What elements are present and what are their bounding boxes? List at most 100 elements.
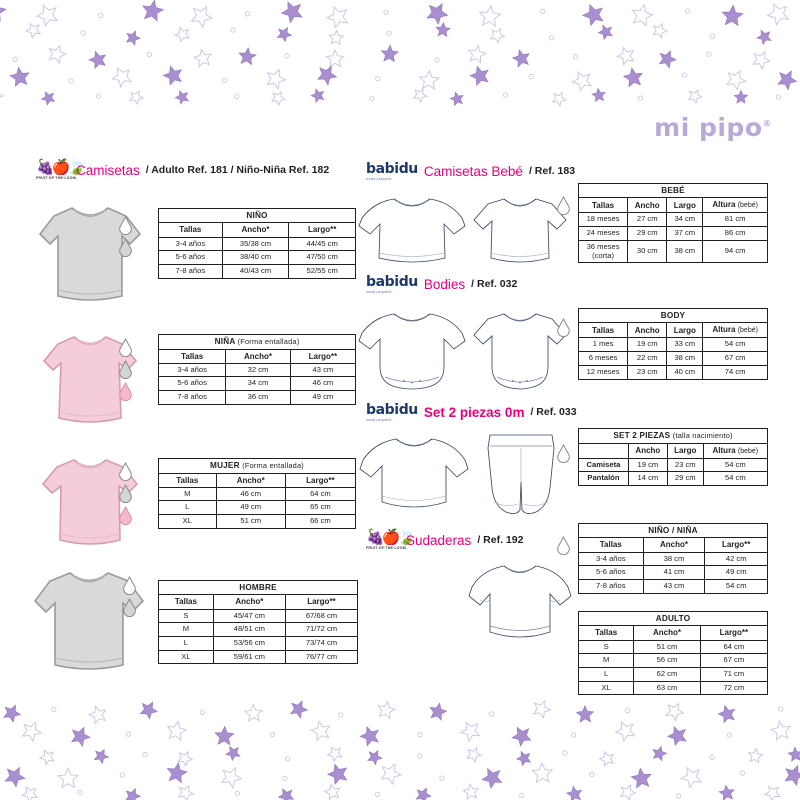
star-decoration bbox=[88, 50, 107, 70]
star-decoration bbox=[459, 721, 481, 743]
table-cell: 35/38 cm bbox=[221, 236, 290, 252]
table-cell: 14 cm bbox=[627, 471, 668, 486]
droplet-outline-icon bbox=[557, 196, 570, 215]
table-row: 3-4 años 35/38 cm 44/45 cm bbox=[158, 236, 356, 252]
table-cell: 74 cm bbox=[702, 364, 768, 380]
dot-decoration bbox=[739, 770, 746, 776]
star-decoration bbox=[323, 783, 341, 800]
dot-decoration bbox=[637, 95, 644, 101]
table-cell: 54 cm bbox=[704, 579, 768, 594]
section-ref-camisetas: / Adulto Ref. 181 / Niño-Niña Ref. 182 bbox=[145, 164, 330, 177]
table-row: 24 meses 29 cm 37 cm 86 cm bbox=[577, 226, 768, 241]
dot-decoration bbox=[230, 27, 236, 33]
star-decoration bbox=[38, 749, 56, 766]
size-table-hombre: HOMBRE Tallas Ancho* Largo** S 45/47 cm 67… bbox=[158, 579, 359, 665]
dot-decoration bbox=[439, 775, 445, 781]
table-row: 12 meses 23 cm 40 cm 74 cm bbox=[577, 364, 768, 380]
star-decoration bbox=[40, 91, 56, 106]
table-title-mujer: MUJER (Forma entallada) bbox=[158, 458, 356, 474]
dot-decoration bbox=[540, 8, 546, 14]
star-decoration bbox=[575, 704, 595, 723]
dot-decoration bbox=[488, 711, 495, 717]
star-decoration bbox=[266, 68, 287, 90]
droplet-gray-icon bbox=[123, 598, 136, 617]
dot-decoration bbox=[684, 8, 691, 14]
table-cell: 52/55 cm bbox=[288, 264, 356, 279]
table-cell: 5-6 años bbox=[578, 565, 644, 581]
star-decoration bbox=[777, 70, 798, 91]
table-cell: M bbox=[577, 653, 635, 669]
care-droplets-set2 bbox=[556, 444, 571, 463]
star-decoration bbox=[658, 50, 677, 69]
table-row: 5-6 años 34 cm 46 cm bbox=[157, 376, 357, 392]
table-cell: XL bbox=[577, 680, 635, 696]
table-row: 3-4 años 38 cm 42 cm bbox=[578, 551, 768, 567]
star-decoration bbox=[220, 766, 243, 789]
star-decoration bbox=[469, 65, 489, 87]
section-header-camisetas-bebe: babidu moda pequeña Camisetas Bebé / Ref… bbox=[366, 161, 575, 181]
star-decoration bbox=[0, 7, 7, 22]
table-cell: 48/51 cm bbox=[212, 622, 286, 638]
care-droplets-bebe bbox=[556, 196, 571, 215]
star-decoration bbox=[787, 746, 800, 762]
col-largo: Largo** bbox=[288, 222, 356, 238]
care-droplets-body bbox=[556, 318, 571, 337]
table-cell: 40/43 cm bbox=[221, 264, 290, 279]
registered-mark: ® bbox=[762, 119, 772, 130]
section-title-sudaderas: Sudaderas bbox=[406, 532, 472, 548]
garment-sweatshirt bbox=[468, 565, 572, 638]
star-decoration bbox=[622, 67, 643, 88]
section-header-bodies: babidu moda pequeña Bodies / Ref. 032 bbox=[366, 274, 517, 294]
star-decoration bbox=[597, 24, 613, 41]
dot-decoration bbox=[119, 772, 125, 778]
table-cell: 33 cm bbox=[666, 337, 704, 353]
table-row: 7-8 años 40/43 cm 52/55 cm bbox=[158, 264, 356, 279]
droplet-gray-icon bbox=[119, 360, 132, 379]
table-row: 18 meses 27 cm 34 cm 81 cm bbox=[577, 212, 768, 228]
star-decoration bbox=[769, 719, 792, 742]
table-cell: Camiseta bbox=[578, 457, 629, 473]
size-table-mujer: MUJER (Forma entallada) Tallas Ancho* La… bbox=[158, 458, 357, 529]
dot-decoration bbox=[383, 9, 389, 15]
care-droplets-sudaderas bbox=[556, 536, 571, 555]
star-decoration bbox=[367, 749, 383, 766]
table-title-nino: NIÑO bbox=[158, 207, 356, 224]
star-decoration bbox=[591, 87, 606, 103]
star-decoration bbox=[270, 90, 287, 107]
table-cell: 7-8 años bbox=[158, 264, 223, 279]
table-cell: S bbox=[158, 608, 214, 624]
section-ref-bodies: / Ref. 032 bbox=[471, 278, 518, 291]
table-cell: 30 cm bbox=[627, 239, 668, 264]
dot-decoration bbox=[12, 56, 18, 62]
fruit-cluster-icon: 🍇🍎🍃 bbox=[366, 529, 416, 546]
babidu-wordmark: babidu bbox=[366, 161, 418, 177]
table-cell: 42 cm bbox=[704, 551, 768, 567]
col-tallas: Tallas bbox=[577, 197, 629, 214]
star-decoration bbox=[511, 49, 530, 68]
star-decoration bbox=[9, 66, 30, 87]
table-cell: 41 cm bbox=[642, 565, 706, 581]
care-droplets-nina bbox=[118, 338, 133, 401]
section-ref-camisetas-bebe: / Ref. 183 bbox=[528, 165, 576, 178]
table-row: 5-6 años 38/40 cm 47/50 cm bbox=[158, 250, 356, 266]
decorative-star-border-top bbox=[0, 0, 800, 110]
star-decoration bbox=[48, 44, 68, 64]
dot-decoration bbox=[244, 11, 251, 17]
star-decoration bbox=[87, 705, 107, 725]
table-cell: 19 cm bbox=[627, 457, 668, 473]
section-title-bodies: Bodies bbox=[423, 276, 466, 292]
star-pattern bbox=[3, 700, 800, 800]
section-ref-sudaderas: / Ref. 192 bbox=[477, 534, 524, 547]
table-cell: 67 cm bbox=[702, 351, 768, 366]
star-decoration bbox=[435, 21, 451, 38]
droplet-outline-icon bbox=[557, 318, 570, 337]
dot-decoration bbox=[146, 51, 152, 58]
table-cell: 66 cm bbox=[284, 514, 357, 529]
col-ancho: Ancho bbox=[627, 442, 668, 459]
table-cell: 45/47 cm bbox=[212, 608, 286, 624]
section-title-camisetas-bebe: Camisetas Bebé bbox=[423, 163, 523, 179]
star-decoration bbox=[125, 787, 142, 800]
section-title-camisetas: Camisetas bbox=[76, 162, 140, 178]
dot-decoration bbox=[269, 731, 276, 738]
col-largo: Largo** bbox=[284, 594, 359, 610]
